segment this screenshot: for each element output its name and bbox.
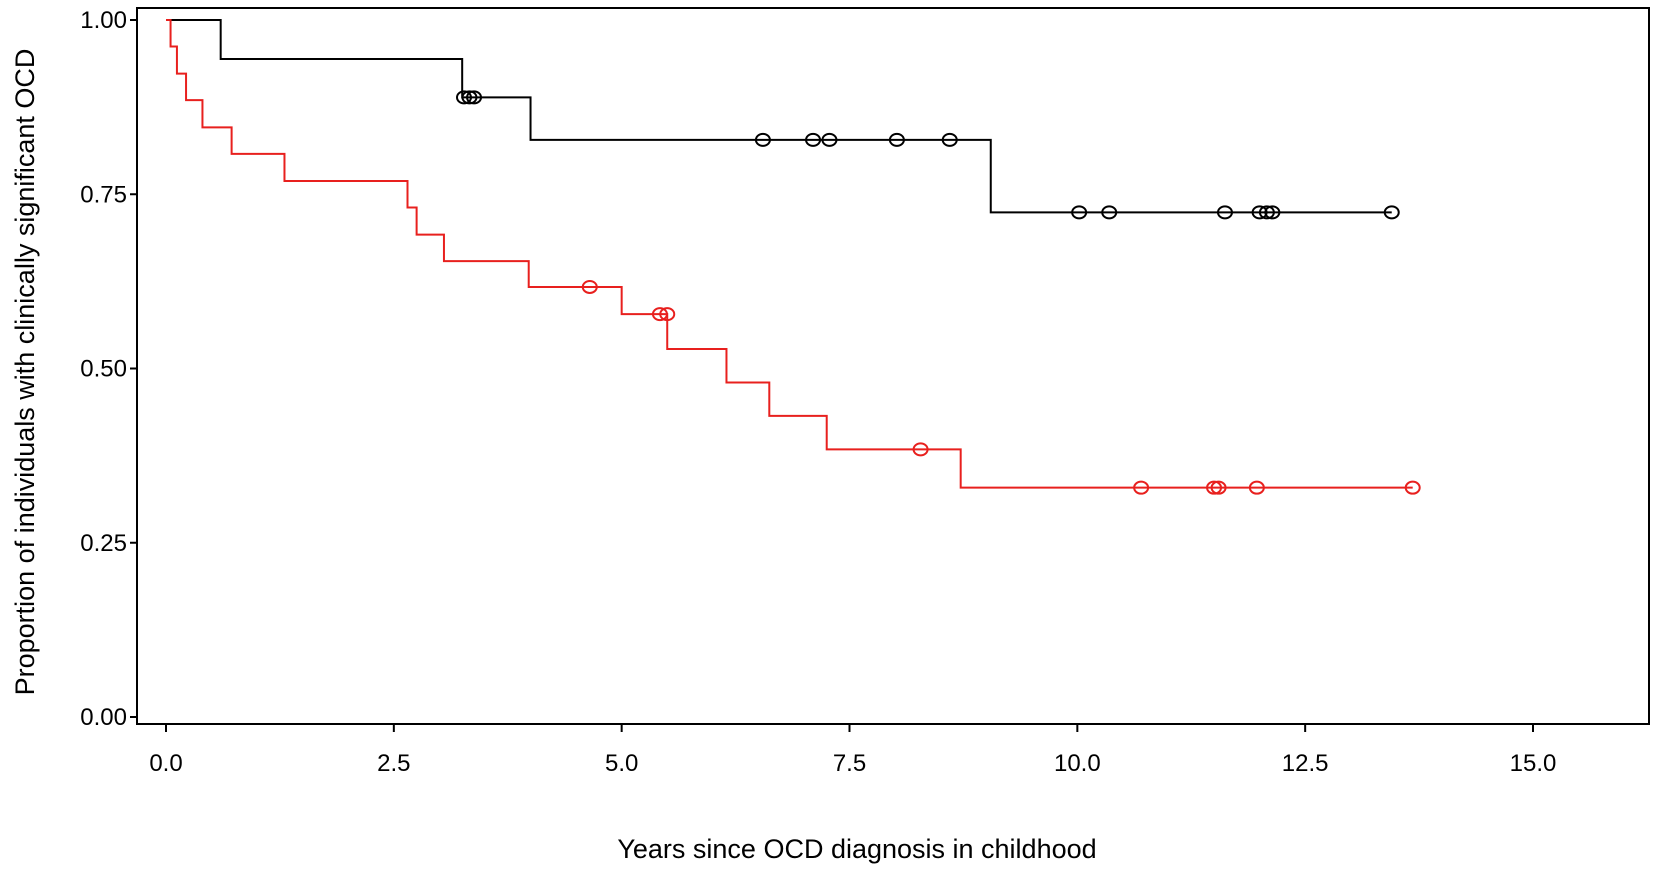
y-tick-label: 0.25	[80, 530, 127, 557]
censor-marker	[466, 90, 483, 105]
censor-marker	[1251, 205, 1268, 220]
survival-step-line	[166, 19, 1413, 489]
x-axis-label: Years since OCD diagnosis in childhood	[617, 834, 1096, 864]
series-1	[166, 19, 1400, 220]
x-tick-label: 0.0	[149, 750, 182, 777]
censor-marker	[1383, 205, 1400, 220]
y-tick-label: 0.50	[80, 356, 127, 383]
censor-marker	[581, 279, 598, 294]
x-tick-label: 5.0	[605, 750, 638, 777]
x-tick-label: 12.5	[1282, 750, 1329, 777]
censor-marker	[1404, 480, 1421, 495]
censor-marker	[461, 90, 478, 105]
censor-marker	[821, 132, 838, 147]
series-2	[166, 19, 1421, 495]
censor-marker	[1248, 480, 1265, 495]
x-tick-label: 10.0	[1054, 750, 1101, 777]
x-tick-label: 15.0	[1510, 750, 1557, 777]
censor-marker	[912, 442, 929, 457]
x-axis: 0.0 2.5 5.0 7.5 10.0 12.5 15.0	[149, 724, 1556, 777]
censor-marker	[805, 132, 822, 147]
y-tick-label: 0.00	[80, 704, 127, 731]
censor-marker	[651, 307, 668, 322]
censor-marker	[1206, 480, 1223, 495]
x-tick-label: 2.5	[377, 750, 410, 777]
plot-frame	[136, 7, 1650, 725]
y-axis-label: Proportion of individuals with clinicall…	[10, 49, 40, 696]
censor-marker	[456, 90, 473, 105]
survival-step-line	[166, 19, 1392, 214]
censor-marker	[888, 132, 905, 147]
y-tick-label: 1.00	[80, 7, 127, 34]
x-tick-label: 7.5	[833, 750, 866, 777]
censor-marker	[1264, 205, 1281, 220]
censor-marker	[941, 132, 958, 147]
censor-marker	[1258, 205, 1275, 220]
censor-marker	[1101, 205, 1118, 220]
censor-marker	[1071, 205, 1088, 220]
censor-marker	[659, 307, 676, 322]
censor-marker	[754, 132, 771, 147]
censor-marker	[1216, 205, 1233, 220]
y-tick-label: 0.75	[80, 181, 127, 208]
y-axis: 0.00 0.25 0.50 0.75 1.00	[80, 7, 137, 731]
series-layer	[166, 19, 1421, 495]
censor-marker	[1133, 480, 1150, 495]
censor-marker	[1210, 480, 1227, 495]
